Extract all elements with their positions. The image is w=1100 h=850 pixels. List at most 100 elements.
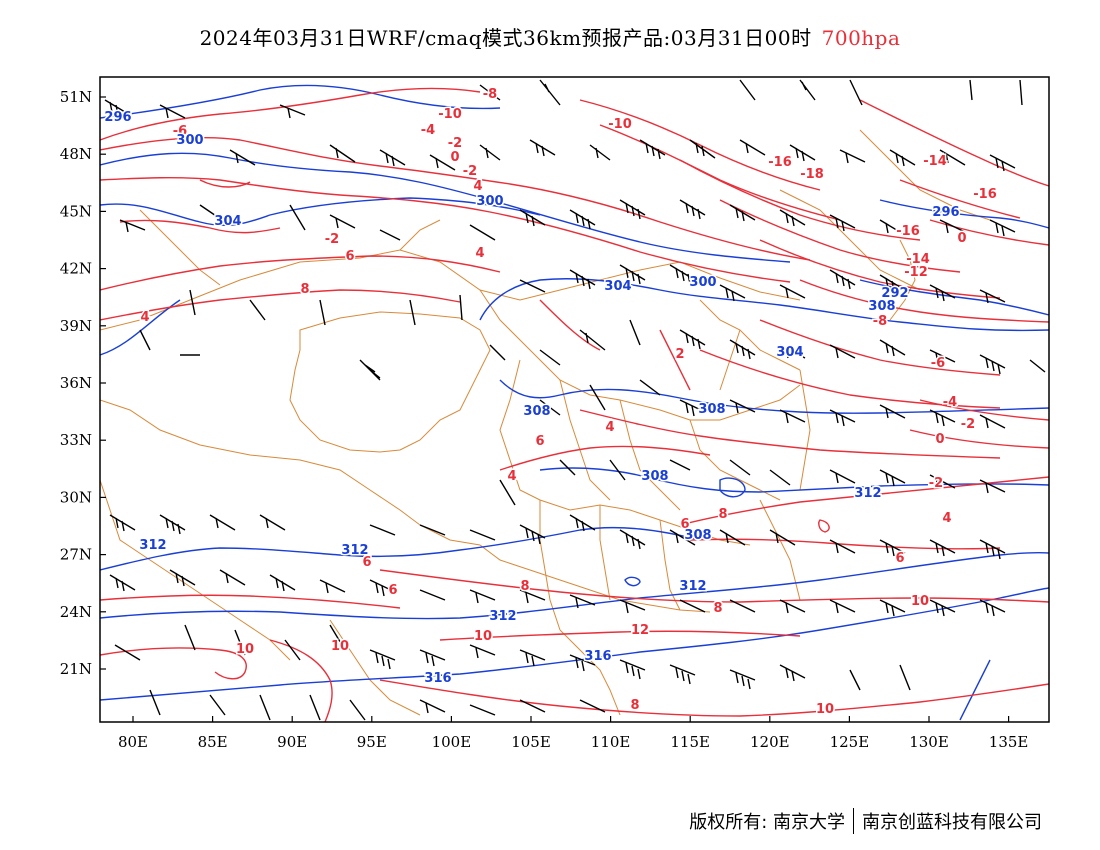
temperature-label: 4 (140, 310, 149, 325)
temperature-label: 8 (718, 507, 727, 522)
lat-tick-label: 33N (60, 431, 92, 449)
footer: 版权所有: 南京大学 南京创蓝科技有限公司 (689, 808, 1042, 834)
height-label: 312 (341, 543, 368, 558)
lon-tick-label: 85E (198, 733, 228, 751)
lat-tick-label: 42N (60, 260, 92, 278)
temperature-label: -8 (873, 314, 887, 329)
lat-tick-label: 27N (60, 546, 92, 564)
height-label: 312 (489, 609, 516, 624)
lon-tick-label: 105E (511, 733, 551, 751)
lon-tick-label: 95E (357, 733, 387, 751)
lon-tick-label: 80E (118, 733, 148, 751)
temperature-label: 4 (507, 469, 516, 484)
temperature-label: -2 (929, 476, 943, 491)
temperature-label: 6 (362, 555, 371, 570)
temperature-label: -18 (800, 167, 824, 182)
temperature-label: 8 (713, 601, 722, 616)
lat-tick-label: 36N (60, 374, 92, 392)
temperature-label: 10 (816, 702, 834, 717)
height-label: 308 (684, 528, 711, 543)
lat-tick-label: 39N (60, 317, 92, 335)
temperature-label: 12 (631, 623, 649, 638)
temperature-label: 6 (895, 551, 904, 566)
height-label: 316 (424, 671, 451, 686)
longitude-axis: 80E 85E 90E 95E 100E 105E 110E 115E 120E 125E 130E… (118, 716, 1028, 751)
footer-divider (853, 808, 854, 834)
temperature-label: 6 (388, 583, 397, 598)
lat-tick-label: 24N (60, 603, 92, 621)
latitude-axis: 51N 48N 45N 42N 39N 36N 33N 30N 27N 24N 21N (60, 88, 106, 678)
temperature-label: 0 (935, 432, 944, 447)
lat-tick-label: 45N (60, 202, 92, 220)
temperature-label: -2 (463, 164, 477, 179)
temperature-label: -2 (961, 417, 975, 432)
lon-tick-label: 90E (277, 733, 307, 751)
height-label: 308 (641, 469, 668, 484)
temperature-label: 8 (630, 698, 639, 713)
temperature-label: 6 (535, 434, 544, 449)
temperature-label: -4 (421, 123, 435, 138)
lon-tick-label: 100E (432, 733, 472, 751)
lat-tick-label: 51N (60, 88, 92, 106)
temperature-label: 10 (911, 594, 929, 609)
temperature-label: -10 (438, 107, 462, 122)
temperature-label: 2 (675, 347, 684, 362)
height-label: 308 (868, 299, 895, 314)
temperature-label: -14 (906, 252, 930, 267)
height-label: 300 (689, 275, 716, 290)
lat-tick-label: 48N (60, 145, 92, 163)
company-name: 南京创蓝科技有限公司 (862, 812, 1042, 833)
temperature-label: 4 (942, 511, 951, 526)
temperature-label: 0 (957, 231, 966, 246)
lon-tick-label: 125E (830, 733, 870, 751)
lon-tick-label: 110E (591, 733, 631, 751)
height-label: 312 (679, 579, 706, 594)
temperature-label: 6 (680, 517, 689, 532)
temperature-label: -16 (768, 155, 792, 170)
temperature-labels: -8-6-10-4 -10-20-24-16-18-14-16-16-14-12-… (139, 86, 998, 719)
temperature-label: 0 (450, 150, 459, 165)
lat-tick-label: 30N (60, 488, 92, 506)
temperature-label: -16 (973, 187, 997, 202)
temperature-label: -10 (608, 117, 632, 132)
temperature-label: 8 (520, 579, 529, 594)
height-label: 300 (176, 133, 203, 148)
temperature-contours (100, 87, 1049, 722)
height-contours (100, 84, 1049, 721)
temperature-label: -14 (923, 154, 947, 169)
temperature-label: 10 (331, 639, 349, 654)
temperature-label: 6 (345, 249, 354, 264)
height-label: 296 (932, 205, 959, 220)
height-label: 308 (698, 402, 725, 417)
temperature-label: -2 (325, 232, 339, 247)
temperature-label: -6 (931, 356, 945, 371)
temperature-label: -8 (483, 87, 497, 102)
temperature-label: 10 (474, 629, 492, 644)
title-main: 2024年03月31日WRF/cmaq模式36km预报产品:03月31日00时 (199, 26, 812, 50)
pressure-level: 700hpa (821, 26, 901, 50)
temperature-label: -16 (896, 224, 920, 239)
lon-tick-label: 135E (989, 733, 1029, 751)
copyright-text: 版权所有: 南京大学 (689, 812, 845, 833)
lon-tick-label: 130E (909, 733, 949, 751)
height-label: 308 (523, 404, 550, 419)
height-label: 300 (476, 194, 503, 209)
temperature-label: 4 (473, 179, 482, 194)
height-labels: 296 300 304 300 304 300 304 308 308 308 312 312 312 3… (103, 109, 961, 688)
height-label: 304 (604, 279, 631, 294)
temperature-label: -12 (904, 265, 928, 280)
chart-title: 2024年03月31日WRF/cmaq模式36km预报产品:03月31日00时 7… (0, 22, 1100, 51)
height-label: 296 (104, 110, 131, 125)
temperature-label: -6 (173, 124, 187, 139)
wind-barbs (104, 79, 1046, 721)
temperature-label: 4 (605, 420, 614, 435)
lon-tick-label: 120E (750, 733, 790, 751)
height-label: 312 (139, 538, 166, 553)
height-label: 292 (881, 286, 908, 301)
temperature-label: 4 (475, 246, 484, 261)
height-label: 304 (214, 214, 241, 229)
height-label: 304 (776, 345, 803, 360)
height-label: 316 (584, 649, 611, 664)
temperature-label: -2 (448, 136, 462, 151)
